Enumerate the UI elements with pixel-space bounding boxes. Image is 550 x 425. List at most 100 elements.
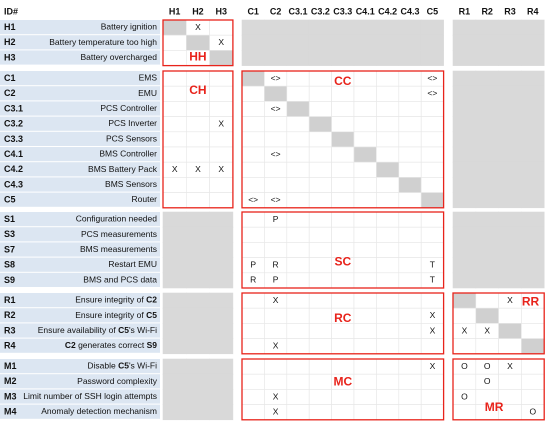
cell xyxy=(308,242,332,258)
gray-cell xyxy=(498,211,522,228)
gray-cell xyxy=(498,257,522,274)
cell xyxy=(420,292,444,309)
gray-cell xyxy=(162,373,187,390)
gray-cell xyxy=(452,131,477,148)
cell-mark: <> xyxy=(427,88,437,98)
row-id: C4.3 xyxy=(4,179,23,189)
cell xyxy=(209,19,234,36)
label-part: Disable xyxy=(87,361,118,371)
cell xyxy=(241,161,265,178)
gray-cell xyxy=(521,242,545,258)
cell xyxy=(186,146,210,163)
column-header: C3.1 xyxy=(288,6,307,16)
row-id: C3.2 xyxy=(4,119,23,129)
cell xyxy=(241,358,265,375)
cell xyxy=(353,70,377,87)
cell xyxy=(331,101,355,117)
block-border xyxy=(452,358,545,421)
cell xyxy=(286,307,310,324)
gray-cell xyxy=(376,50,400,66)
cell xyxy=(376,292,400,309)
gray-cell xyxy=(498,19,522,36)
gray-cell xyxy=(331,131,355,148)
gray-cell xyxy=(475,257,499,274)
block-label: MR xyxy=(485,400,504,414)
cell-mark: P xyxy=(273,275,279,285)
cell xyxy=(264,131,288,148)
cell-mark: X xyxy=(195,164,201,174)
cell xyxy=(398,373,422,390)
gray-cell xyxy=(162,307,187,324)
cell xyxy=(286,358,310,375)
cell-mark: X xyxy=(218,118,224,128)
cell xyxy=(376,323,400,339)
gray-cell xyxy=(264,50,288,66)
cell xyxy=(264,323,288,339)
block-label: HH xyxy=(189,49,206,63)
row-header-bg xyxy=(0,71,160,86)
row-id: C3.1 xyxy=(4,103,23,113)
cell xyxy=(420,161,444,178)
cell xyxy=(286,85,310,102)
gray-cell xyxy=(162,211,187,228)
cell-mark: X xyxy=(430,310,436,320)
cell xyxy=(308,307,332,324)
gray-cell xyxy=(521,50,545,66)
row-label: BMS and PCS data xyxy=(83,275,157,285)
cell xyxy=(420,101,444,117)
label-part: EMU xyxy=(138,88,157,98)
cell-mark: X xyxy=(273,406,279,416)
cell-mark: X xyxy=(218,164,224,174)
gray-cell xyxy=(475,272,499,289)
gray-cell xyxy=(162,242,187,258)
cell xyxy=(308,211,332,228)
cell-mark: X xyxy=(430,325,436,335)
gray-cell xyxy=(452,192,477,209)
gray-cell xyxy=(521,272,545,289)
cell-mark: X xyxy=(507,295,513,305)
cell xyxy=(286,70,310,87)
gray-cell xyxy=(186,358,210,375)
cell xyxy=(331,116,355,133)
cell xyxy=(498,338,522,355)
gray-cell xyxy=(308,50,332,66)
row-header-bg xyxy=(0,162,160,177)
cell xyxy=(353,272,377,289)
cell xyxy=(162,50,187,66)
cell xyxy=(308,358,332,375)
cell xyxy=(376,101,400,117)
cell xyxy=(353,338,377,355)
gray-cell xyxy=(376,161,400,178)
cell xyxy=(331,292,355,309)
cell xyxy=(162,116,187,133)
gray-cell xyxy=(186,257,210,274)
row-header-bg xyxy=(0,101,160,116)
cell xyxy=(308,192,332,209)
gray-cell xyxy=(475,226,499,243)
label-part: Ensure availability of xyxy=(38,325,118,335)
gray-cell xyxy=(186,404,210,421)
cell xyxy=(376,338,400,355)
cell xyxy=(186,131,210,148)
block-border xyxy=(162,19,234,67)
gray-cell xyxy=(475,177,499,193)
row-id: R4 xyxy=(4,341,16,351)
cell xyxy=(353,177,377,193)
gray-cell xyxy=(186,292,210,309)
gray-cell xyxy=(498,242,522,258)
block-border xyxy=(452,292,545,355)
gray-cell xyxy=(498,192,522,209)
row-header-bg xyxy=(0,192,160,207)
cell xyxy=(308,373,332,390)
cell xyxy=(376,389,400,405)
cell xyxy=(521,307,545,324)
gray-cell xyxy=(186,242,210,258)
gray-cell xyxy=(162,257,187,274)
cell-mark: X xyxy=(273,340,279,350)
gray-cell xyxy=(475,192,499,209)
cell xyxy=(331,323,355,339)
gray-cell xyxy=(398,19,422,36)
cell xyxy=(376,307,400,324)
gray-cell xyxy=(521,85,545,102)
column-header: R1 xyxy=(459,6,471,16)
